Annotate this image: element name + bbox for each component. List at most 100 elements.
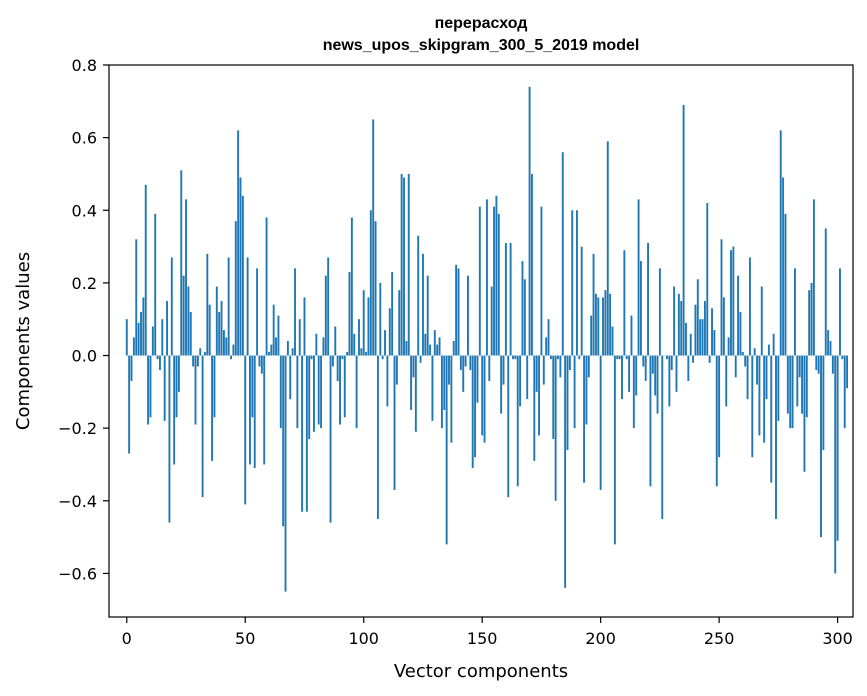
bar xyxy=(635,355,638,396)
bar xyxy=(545,337,548,356)
bar xyxy=(173,355,176,465)
x-tick-label: 250 xyxy=(704,629,735,648)
bar xyxy=(573,355,576,429)
bar xyxy=(784,213,787,356)
bar xyxy=(154,213,157,356)
bar-series xyxy=(125,86,849,592)
bar xyxy=(284,355,287,592)
bar xyxy=(642,355,645,367)
bar xyxy=(457,268,460,356)
bar xyxy=(175,355,178,418)
bar xyxy=(149,355,152,418)
bar xyxy=(272,304,275,356)
bar xyxy=(803,355,806,472)
bar xyxy=(476,355,479,403)
bar xyxy=(225,337,228,356)
plot-frame xyxy=(108,64,854,618)
bar xyxy=(322,337,325,356)
bar xyxy=(656,355,659,414)
bar xyxy=(426,275,429,356)
bar xyxy=(246,257,249,356)
bar xyxy=(481,355,484,436)
bar xyxy=(260,355,263,374)
bar xyxy=(502,355,505,385)
bar xyxy=(249,355,251,465)
bar xyxy=(770,355,773,483)
x-axis-label: Vector components xyxy=(394,661,568,682)
bar xyxy=(606,141,609,356)
bar xyxy=(711,308,713,356)
bar xyxy=(384,330,386,356)
bar xyxy=(542,355,545,385)
x-tick-label: 100 xyxy=(348,629,379,648)
bar xyxy=(815,355,818,371)
y-tick-label: 0.8 xyxy=(72,56,97,75)
bar xyxy=(239,177,242,356)
bar xyxy=(215,286,218,356)
bar xyxy=(471,355,474,469)
bar xyxy=(765,355,768,400)
bar xyxy=(433,330,436,356)
bar xyxy=(590,315,593,356)
bar xyxy=(637,199,640,356)
bar xyxy=(549,355,552,360)
bar xyxy=(748,257,751,356)
bar xyxy=(170,257,173,356)
chart-subtitle: news_upos_skipgram_300_5_2019 model xyxy=(323,37,640,54)
bar xyxy=(158,355,161,371)
bar xyxy=(609,293,612,356)
bar xyxy=(744,355,747,367)
bar xyxy=(464,355,467,367)
bar xyxy=(846,355,849,389)
bar xyxy=(251,355,254,418)
bar xyxy=(782,177,785,356)
bar xyxy=(362,290,365,356)
bar xyxy=(360,348,363,356)
bar xyxy=(137,322,140,356)
bar xyxy=(140,311,142,356)
bar xyxy=(151,326,154,356)
bar xyxy=(227,257,230,356)
bar xyxy=(535,355,538,392)
bar xyxy=(267,351,270,356)
bar xyxy=(488,355,491,381)
bar xyxy=(763,355,766,443)
bar xyxy=(452,341,455,356)
bar xyxy=(594,293,597,356)
bar xyxy=(561,152,564,356)
bar xyxy=(689,333,692,356)
bar xyxy=(386,355,389,407)
bar xyxy=(350,217,353,356)
bar xyxy=(485,199,488,356)
y-tick-label: 0.0 xyxy=(72,347,97,366)
bar xyxy=(623,250,626,356)
bar xyxy=(166,301,168,356)
bar xyxy=(355,355,358,429)
bar xyxy=(566,355,569,450)
bar xyxy=(696,279,699,356)
bar xyxy=(459,355,462,371)
bar xyxy=(706,203,709,356)
bar xyxy=(208,304,211,356)
bar xyxy=(834,355,837,574)
bar xyxy=(334,326,337,356)
bar xyxy=(670,355,673,371)
bar xyxy=(798,355,801,378)
bar xyxy=(682,104,685,356)
bar xyxy=(450,355,453,443)
bar xyxy=(329,355,332,523)
bar xyxy=(339,355,341,425)
bar xyxy=(282,355,285,527)
bar xyxy=(720,239,723,356)
bar xyxy=(687,355,690,381)
bar xyxy=(130,355,133,381)
bar xyxy=(142,297,145,356)
bar xyxy=(279,355,282,429)
bar xyxy=(495,195,498,356)
bar xyxy=(192,355,195,367)
bar xyxy=(810,282,813,356)
bar xyxy=(270,344,273,356)
bar xyxy=(611,326,614,356)
bar xyxy=(163,355,166,421)
